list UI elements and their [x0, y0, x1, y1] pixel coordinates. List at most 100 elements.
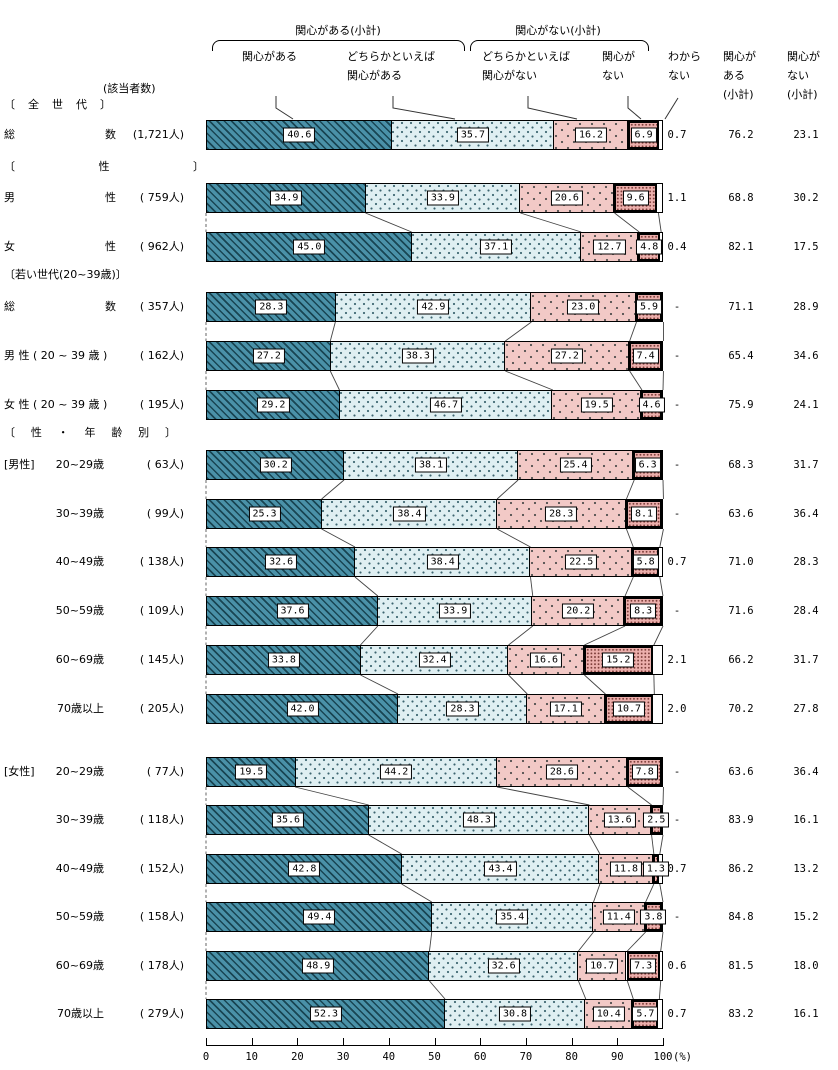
- x-axis-line: [206, 1045, 664, 1046]
- section-label-char: 性: [98, 160, 110, 173]
- segment-value-label: 17.1: [549, 701, 582, 717]
- subtotal-yes-value: 71.0: [728, 556, 754, 568]
- subtotal-no-value: 17.5: [793, 241, 819, 253]
- dont-know-value: -: [673, 814, 681, 826]
- segment-value-label: 10.7: [612, 701, 646, 717]
- subtotal-no-value: 18.0: [793, 960, 819, 972]
- x-axis-tick-label: 100: [653, 1051, 673, 1063]
- segment-value-label: 27.2: [252, 348, 285, 364]
- segment-value-label: 8.3: [630, 603, 657, 619]
- segment-value-label: 37.6: [276, 603, 309, 619]
- bar-row: 29.2 46.7 19.5 4.6: [206, 390, 665, 420]
- bar-row: 25.3 38.4 28.3 8.1: [206, 499, 663, 529]
- respondents-count-header: (該当者数): [103, 82, 156, 95]
- segment-value-label: 3.8: [640, 909, 667, 925]
- dont-know-value: -: [673, 911, 681, 923]
- bar-segment-1: [344, 451, 518, 479]
- bar-row: 27.2 38.3 27.2 7.4: [206, 341, 663, 371]
- dont-know-value: -: [673, 399, 681, 411]
- segment-value-label: 38.1: [415, 457, 448, 473]
- dont-know-value: -: [673, 459, 681, 471]
- row-label: 女性: [4, 240, 116, 254]
- segment-value-label: 35.7: [456, 127, 489, 143]
- row-label: 50~59歳: [55, 910, 104, 923]
- subtotal-yes-value: 75.9: [728, 399, 754, 411]
- x-axis-tick: [434, 1038, 436, 1045]
- row-respondent-count: ( 109人): [139, 604, 184, 617]
- segment-value-label: 48.9: [302, 958, 335, 974]
- bar-row: 42.0 28.3 17.1 10.7: [206, 694, 663, 724]
- segment-value-label: 32.6: [265, 554, 298, 570]
- column-header-subtotal-yes: 関心が ある (小計): [723, 50, 756, 101]
- bar-row: 28.3 42.9 23.0 5.9: [206, 292, 663, 322]
- x-axis-tick: [525, 1038, 527, 1045]
- column-header-somewhat-interested: どちらかといえば 関心がある: [347, 50, 435, 82]
- row-respondent-count: ( 99人): [146, 507, 184, 520]
- x-axis-tick: [388, 1038, 390, 1045]
- row-label-part: 総: [4, 128, 15, 141]
- segment-value-label: 45.0: [293, 239, 326, 255]
- x-axis-tick-label: 50: [428, 1051, 441, 1063]
- x-axis-tick: [251, 1038, 253, 1045]
- segment-value-label: 20.2: [562, 603, 595, 619]
- subtotal-yes-value: 83.9: [728, 814, 754, 826]
- subtotal-yes-value: 65.4: [728, 350, 754, 362]
- row-respondent-count: ( 279人): [139, 1007, 184, 1020]
- segment-value-label: 40.6: [283, 127, 316, 143]
- bracket-not-interested: [470, 40, 649, 51]
- row-label: 総数: [4, 300, 116, 314]
- segment-value-label: 30.8: [498, 1006, 532, 1022]
- segment-value-label: 44.2: [380, 764, 413, 780]
- x-axis-tick-label: 60: [473, 1051, 487, 1063]
- row-label: 40~49歳: [55, 862, 104, 875]
- subtotal-no-value: 30.2: [793, 192, 819, 204]
- section-label-char: 年: [84, 426, 96, 439]
- subtotal-yes-value: 70.2: [728, 703, 754, 715]
- segment-value-label: 38.3: [401, 348, 434, 364]
- bar-segment-1: [444, 1000, 586, 1028]
- segment-value-label: 27.2: [550, 348, 583, 364]
- segment-value-label: 28.3: [255, 299, 288, 315]
- row-respondent-count: ( 158人): [139, 910, 184, 923]
- column-header-not-interested: 関心が ない: [602, 50, 635, 82]
- section-label-char: 別: [138, 426, 150, 439]
- segment-value-label: 33.9: [439, 603, 472, 619]
- row-respondent-count: ( 138人): [139, 555, 184, 568]
- subtotal-yes-value: 68.3: [728, 459, 754, 471]
- x-axis-unit: (%): [673, 1051, 692, 1063]
- section-label-char: 全: [28, 98, 39, 111]
- segment-value-label: 34.9: [270, 190, 303, 206]
- row-label-part: 性: [105, 240, 116, 253]
- bracket-label-not-interested-subtotal: 関心がない(小計): [515, 24, 601, 37]
- segment-value-label: 25.4: [559, 457, 592, 473]
- segment-value-label: 2.5: [643, 812, 670, 828]
- segment-value-label: 16.2: [574, 127, 608, 143]
- segment-value-label: 28.3: [545, 506, 578, 522]
- segment-value-label: 46.7: [430, 397, 463, 413]
- segment-value-label: 8.1: [630, 506, 658, 522]
- bar-row: 42.8 43.4 11.8 1.3: [206, 854, 669, 884]
- row-label-part: 性: [105, 191, 116, 204]
- row-label: 男性: [4, 191, 116, 205]
- segment-value-label: 22.5: [565, 554, 598, 570]
- bar-row: 33.8 32.4 16.6 15.2: [206, 645, 663, 675]
- subtotal-no-value: 28.4: [793, 605, 819, 617]
- x-axis-tick: [343, 1038, 345, 1045]
- bar-row: 32.6 38.4 22.5 5.8: [206, 547, 663, 577]
- row-respondent-count: ( 205人): [139, 702, 184, 715]
- section-label: 〔 性 〕: [4, 160, 204, 174]
- row-respondent-count: ( 145人): [139, 653, 184, 666]
- segment-value-label: 48.3: [462, 812, 495, 828]
- dont-know-value: 0.7: [667, 1008, 687, 1020]
- row-respondent-count: (1,721人): [132, 128, 184, 141]
- subtotal-yes-value: 63.6: [728, 766, 754, 778]
- dont-know-value: 2.0: [667, 703, 687, 715]
- segment-value-label: 5.8: [632, 554, 659, 570]
- section-label-char: 〔: [4, 98, 15, 111]
- bar-segment-0: [207, 1000, 445, 1028]
- dont-know-value: -: [673, 301, 681, 313]
- row-label: 20~29歳: [55, 458, 104, 471]
- segment-value-label: 20.6: [550, 190, 583, 206]
- row-label: 70歳以上: [57, 702, 104, 715]
